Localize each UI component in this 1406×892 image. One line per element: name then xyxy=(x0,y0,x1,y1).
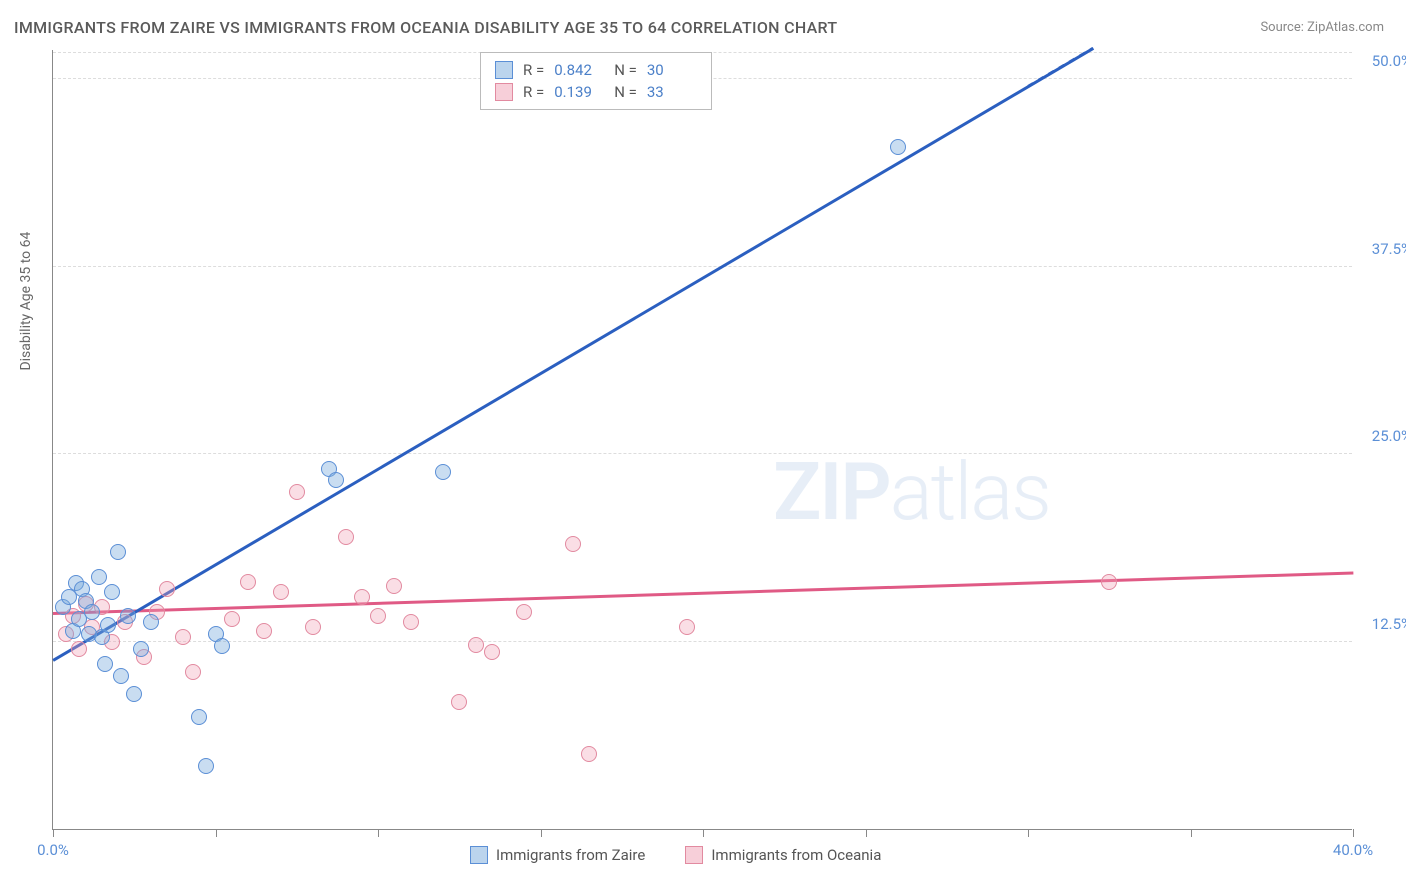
data-point xyxy=(484,644,500,660)
stat-r-value: 0.139 xyxy=(554,83,604,101)
y-tick-label: 37.5% xyxy=(1372,240,1406,258)
y-tick-label: 50.0% xyxy=(1372,52,1406,70)
data-point xyxy=(198,758,214,774)
data-point xyxy=(679,619,695,635)
data-point xyxy=(126,686,142,702)
x-tick xyxy=(703,829,704,837)
data-point xyxy=(1101,574,1117,590)
data-point xyxy=(354,589,370,605)
legend-label: Immigrants from Oceania xyxy=(711,846,881,864)
y-tick-label: 25.0% xyxy=(1372,427,1406,445)
data-point xyxy=(110,544,126,560)
legend-swatch xyxy=(685,846,703,864)
x-tick xyxy=(866,829,867,837)
source-attribution: Source: ZipAtlas.com xyxy=(1260,20,1384,35)
gridline-h xyxy=(53,453,1352,454)
data-point xyxy=(143,614,159,630)
data-point xyxy=(100,617,116,633)
data-point xyxy=(133,641,149,657)
data-point xyxy=(175,629,191,645)
legend-label: Immigrants from Zaire xyxy=(496,846,645,864)
gridline-h xyxy=(53,266,1352,267)
data-point xyxy=(370,608,386,624)
data-point xyxy=(581,746,597,762)
stat-n-label: N = xyxy=(614,83,637,101)
stats-row: R = 0.139 N = 33 xyxy=(495,81,697,103)
bottom-legend: Immigrants from Zaire Immigrants from Oce… xyxy=(470,846,881,864)
stat-r-label: R = xyxy=(523,61,544,79)
x-tick xyxy=(1353,829,1354,837)
plot-area: ZIPatlas 12.5%25.0%37.5%50.0%0.0%40.0% xyxy=(52,50,1352,830)
data-point xyxy=(104,584,120,600)
data-point xyxy=(328,472,344,488)
x-tick xyxy=(53,829,54,837)
stat-r-value: 0.842 xyxy=(554,61,604,79)
data-point xyxy=(120,608,136,624)
data-point xyxy=(565,536,581,552)
legend-swatch xyxy=(495,83,513,101)
watermark: ZIPatlas xyxy=(773,445,1050,539)
data-point xyxy=(516,604,532,620)
y-tick-label: 12.5% xyxy=(1372,615,1406,633)
legend-item: Immigrants from Oceania xyxy=(685,846,881,864)
x-tick-label: 40.0% xyxy=(1333,841,1373,859)
stat-r-label: R = xyxy=(523,83,544,101)
data-point xyxy=(305,619,321,635)
x-tick xyxy=(378,829,379,837)
data-point xyxy=(185,664,201,680)
data-point xyxy=(451,694,467,710)
legend-swatch xyxy=(470,846,488,864)
legend-item: Immigrants from Zaire xyxy=(470,846,645,864)
x-tick xyxy=(1028,829,1029,837)
data-point xyxy=(289,484,305,500)
legend-swatch xyxy=(495,61,513,79)
stats-legend-box: R = 0.842 N = 30 R = 0.139 N = 33 xyxy=(480,52,712,110)
stat-n-value: 33 xyxy=(647,83,697,101)
stat-n-label: N = xyxy=(614,61,637,79)
data-point xyxy=(240,574,256,590)
data-point xyxy=(273,584,289,600)
y-axis-label: Disability Age 35 to 64 xyxy=(18,232,34,371)
data-point xyxy=(468,637,484,653)
regression-line xyxy=(52,47,1093,661)
stat-n-value: 30 xyxy=(647,61,697,79)
source-label: Source: xyxy=(1260,20,1303,35)
data-point xyxy=(71,641,87,657)
data-point xyxy=(224,611,240,627)
data-point xyxy=(113,668,129,684)
data-point xyxy=(84,604,100,620)
chart-title: IMMIGRANTS FROM ZAIRE VS IMMIGRANTS FROM… xyxy=(14,18,837,37)
data-point xyxy=(256,623,272,639)
data-point xyxy=(214,638,230,654)
data-point xyxy=(338,529,354,545)
x-tick xyxy=(216,829,217,837)
data-point xyxy=(191,709,207,725)
gridline-h xyxy=(53,641,1352,642)
x-tick xyxy=(1191,829,1192,837)
data-point xyxy=(97,656,113,672)
data-point xyxy=(91,569,107,585)
data-point xyxy=(890,139,906,155)
source-link[interactable]: ZipAtlas.com xyxy=(1307,20,1384,35)
data-point xyxy=(435,464,451,480)
data-point xyxy=(159,581,175,597)
data-point xyxy=(403,614,419,630)
data-point xyxy=(386,578,402,594)
x-tick-label: 0.0% xyxy=(37,841,69,859)
x-tick xyxy=(541,829,542,837)
stats-row: R = 0.842 N = 30 xyxy=(495,59,697,81)
